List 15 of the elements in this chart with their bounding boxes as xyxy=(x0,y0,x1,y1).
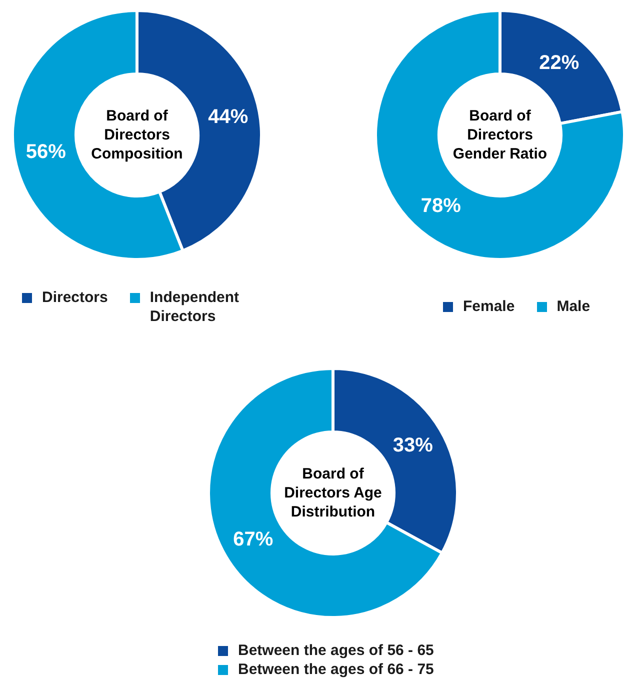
data-label: 33% xyxy=(392,434,434,456)
data-label: 78% xyxy=(420,194,462,217)
data-label: 56% xyxy=(26,140,66,163)
data-label: 67% xyxy=(233,528,274,551)
legend-label: Directors xyxy=(42,288,108,307)
text: Board of Directors Gender Ratio xyxy=(452,106,548,164)
legend-label: Between the ages of 66 - 75 xyxy=(238,660,434,678)
data-label: 22% xyxy=(539,52,580,74)
legend-label: Male xyxy=(556,297,590,316)
text: Board of Directors Composition xyxy=(90,106,184,164)
legend-label: Between the ages of 56 - 65 xyxy=(238,641,434,660)
text: Board of Directors Age Distribution xyxy=(283,464,383,522)
data-label: 44% xyxy=(208,106,248,128)
legend-label: Independent Directors xyxy=(150,288,240,326)
legend-label: Female xyxy=(463,297,515,316)
